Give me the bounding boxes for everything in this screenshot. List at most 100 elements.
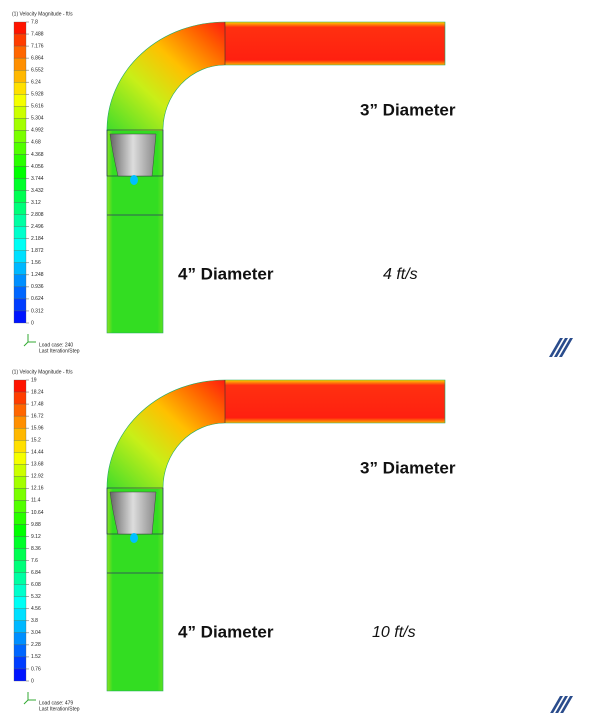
legend-swatch — [13, 45, 27, 59]
legend-swatch — [13, 512, 27, 525]
legend-label: 12.92 — [31, 474, 44, 480]
panel: (1) Velocity Magnitude - ft/s 19 18.24 17.4… — [12, 369, 573, 713]
legend-label: 3.12 — [31, 200, 41, 206]
legend-label: 6.08 — [31, 582, 41, 588]
legend-label: 18.24 — [31, 389, 44, 395]
legend-label: 5.928 — [31, 92, 44, 98]
legend-swatch — [13, 142, 27, 155]
legend-title: (1) Velocity Magnitude - ft/s — [12, 369, 73, 375]
legend-swatch — [13, 548, 27, 561]
legend-label: 7.176 — [31, 43, 44, 49]
legend-label: 6.552 — [31, 67, 44, 73]
legend-label: 0.624 — [31, 296, 44, 302]
legend-label: 0.936 — [31, 284, 44, 290]
horizontal-pipe — [225, 380, 445, 423]
legend-swatch — [13, 178, 27, 191]
legend-label: 2.28 — [31, 642, 41, 648]
load-case: Load case: 240 — [39, 342, 73, 348]
speed-label: 10 ft/s — [372, 624, 416, 641]
legend-label: 6.24 — [31, 80, 41, 86]
legend-label: 19 — [31, 377, 37, 383]
legend-swatch — [13, 620, 27, 633]
legend-swatch — [13, 560, 27, 573]
jet — [130, 175, 138, 185]
legend-swatch — [13, 656, 27, 670]
legend-swatch — [13, 391, 27, 405]
legend-swatch — [13, 644, 27, 658]
valve — [109, 491, 157, 535]
legend-swatch — [13, 298, 27, 312]
legend-swatch — [13, 226, 27, 239]
legend-swatch — [13, 70, 27, 83]
legend-label: 7.488 — [31, 31, 44, 37]
jet — [130, 533, 138, 543]
legend-label: 13.68 — [31, 462, 44, 468]
legend-label: 6.84 — [31, 570, 41, 576]
legend-label: 12.16 — [31, 486, 44, 492]
legend-label: 7.6 — [31, 558, 38, 564]
logo — [549, 338, 573, 357]
legend-label: 4.056 — [31, 164, 44, 170]
legend-label: 2.496 — [31, 224, 44, 230]
legend-swatch — [13, 476, 27, 489]
legend-swatch — [13, 452, 27, 465]
legend-label: 0 — [31, 678, 34, 684]
legend-label: 17.48 — [31, 401, 44, 407]
legend-label: 1.56 — [31, 260, 41, 266]
legend-label: 14.44 — [31, 450, 44, 456]
legend-label: 0.312 — [31, 308, 44, 314]
legend-label: 2.184 — [31, 236, 44, 242]
label-4in: 4” Diameter — [178, 264, 274, 283]
legend-swatch — [13, 250, 27, 263]
legend-label: 0 — [31, 320, 34, 326]
legend-label: 4.68 — [31, 140, 41, 146]
legend-swatch — [13, 500, 27, 513]
legend-label: 5.32 — [31, 594, 41, 600]
legend-title: (1) Velocity Magnitude - ft/s — [12, 11, 73, 17]
legend-swatch — [13, 668, 27, 682]
legend-swatch — [13, 166, 27, 179]
legend-swatch — [13, 632, 27, 646]
legend-swatch — [13, 524, 27, 537]
legend-swatch — [13, 94, 27, 107]
legend-swatch — [13, 190, 27, 203]
legend-swatch — [13, 57, 27, 71]
last-step: Last Iteration/Step — [39, 706, 80, 712]
legend-label: 2.808 — [31, 212, 44, 218]
speed-label: 4 ft/s — [383, 266, 418, 283]
legend-swatch — [13, 608, 27, 621]
legend-swatch — [13, 415, 27, 429]
legend-swatch — [13, 488, 27, 501]
legend-label: 5.616 — [31, 104, 44, 110]
legend-swatch — [13, 464, 27, 477]
legend-label: 1.248 — [31, 272, 44, 278]
legend-swatch — [13, 584, 27, 597]
legend-label: 15.96 — [31, 425, 44, 431]
legend-swatch — [13, 202, 27, 215]
legend-swatch — [13, 262, 27, 275]
legend-swatch — [13, 440, 27, 453]
legend-swatch — [13, 82, 27, 95]
legend-swatch — [13, 214, 27, 227]
legend-swatch — [13, 310, 27, 324]
legend-label: 9.88 — [31, 522, 41, 528]
legend-label: 16.72 — [31, 413, 44, 419]
legend-swatch — [13, 33, 27, 47]
legend-label: 4.56 — [31, 606, 41, 612]
legend-label: 8.36 — [31, 546, 41, 552]
bend — [107, 379, 226, 489]
legend-swatch — [13, 572, 27, 585]
legend-swatch — [13, 238, 27, 251]
legend-swatch — [13, 536, 27, 549]
axis-triad — [23, 692, 36, 705]
legend-label: 3.04 — [31, 630, 41, 636]
legend-label: 6.864 — [31, 55, 44, 61]
legend-label: 3.744 — [31, 176, 44, 182]
load-case: Load case: 479 — [39, 700, 73, 706]
legend-label: 15.2 — [31, 438, 41, 444]
horizontal-pipe — [225, 22, 445, 65]
label-4in: 4” Diameter — [178, 622, 274, 641]
label-3in: 3” Diameter — [360, 458, 456, 477]
legend-swatch — [13, 596, 27, 609]
